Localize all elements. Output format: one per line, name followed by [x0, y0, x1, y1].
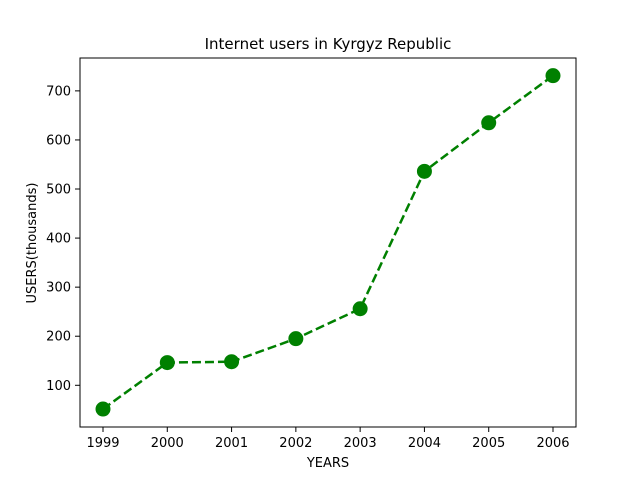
- x-tick-label: 2002: [279, 436, 312, 451]
- x-tick-label: 2005: [472, 436, 505, 451]
- y-tick-label: 200: [46, 330, 71, 345]
- x-tick-label: 2004: [408, 436, 441, 451]
- data-point: [288, 331, 304, 347]
- data-point: [95, 401, 111, 417]
- y-tick-label: 700: [46, 84, 71, 99]
- x-tick-label: 2001: [215, 436, 248, 451]
- data-point: [416, 163, 432, 179]
- y-axis: 100 200 300 400 500 600 700: [46, 84, 80, 394]
- x-axis: 1999 2000 2001 2002 2003 2004 2005 2006: [86, 427, 570, 451]
- x-axis-title: YEARS: [306, 456, 349, 471]
- data-point: [481, 115, 497, 131]
- data-point: [545, 68, 561, 84]
- y-tick-label: 400: [46, 232, 71, 247]
- x-tick-label: 2000: [151, 436, 184, 451]
- x-tick-label: 1999: [86, 436, 119, 451]
- plot-area-frame: [79, 57, 577, 428]
- y-axis-title: USERS(thousands): [25, 183, 40, 304]
- y-tick-label: 600: [46, 133, 71, 148]
- chart-title: Internet users in Kyrgyz Republic: [205, 35, 452, 53]
- data-point: [352, 301, 368, 317]
- y-tick-label: 500: [46, 183, 71, 198]
- x-tick-label: 2003: [344, 436, 377, 451]
- y-tick-label: 300: [46, 281, 71, 296]
- y-tick-label: 100: [46, 379, 71, 394]
- series-line: [102, 74, 554, 411]
- data-point: [159, 355, 175, 371]
- x-tick-label: 2006: [536, 436, 569, 451]
- data-point: [224, 354, 240, 370]
